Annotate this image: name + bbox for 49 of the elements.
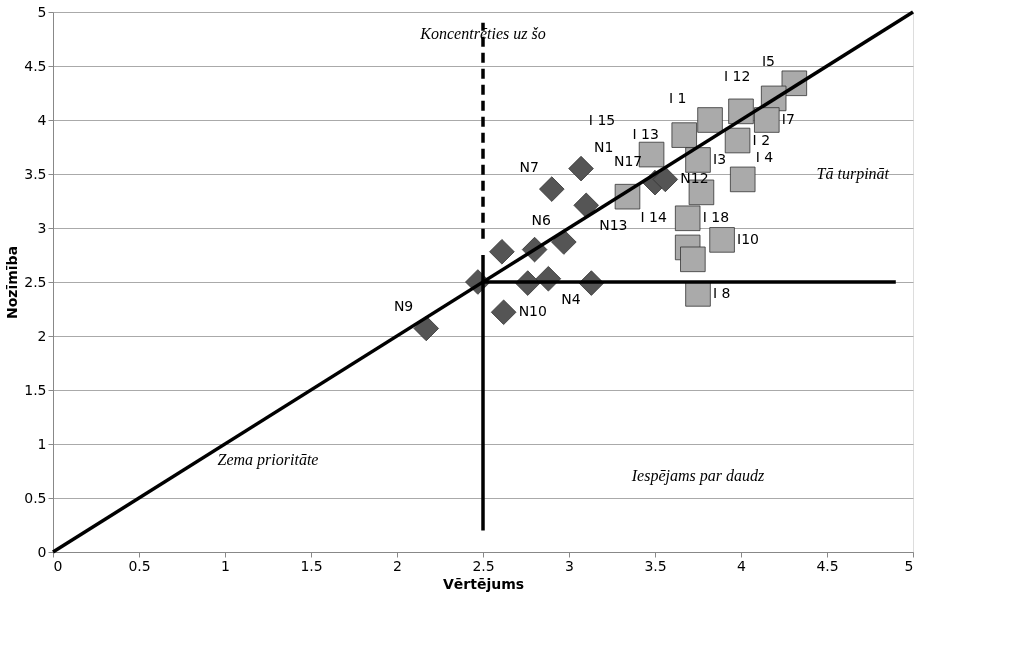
x-axis-title: Vērtējums bbox=[442, 575, 525, 592]
x-tick-label: 2 bbox=[393, 557, 402, 574]
x-tick-label: 3.5 bbox=[644, 557, 667, 574]
y-tick-label: 1 bbox=[37, 435, 47, 452]
y-tick-label: 0 bbox=[37, 543, 47, 560]
data-label: I5 bbox=[761, 53, 776, 70]
y-tick-label: 3 bbox=[37, 219, 47, 236]
y-tick-label: 5 bbox=[37, 3, 47, 20]
x-tick-label: 2.5 bbox=[472, 557, 495, 574]
y-tick-label: 4 bbox=[37, 111, 47, 128]
data-label: N9 bbox=[393, 298, 414, 315]
x-tick-label: 1.5 bbox=[300, 557, 323, 574]
y-tick-label: 1.5 bbox=[24, 381, 47, 398]
data-label: I 2 bbox=[752, 131, 771, 148]
data-label: N1 bbox=[594, 138, 614, 155]
x-tick-label: 0 bbox=[53, 557, 63, 574]
data-label: N4 bbox=[561, 290, 581, 307]
y-tick-label: 0.5 bbox=[24, 489, 47, 506]
data-label: I10 bbox=[737, 230, 760, 247]
x-tick-label: 1 bbox=[221, 557, 230, 574]
y-tick-label: 2 bbox=[37, 327, 47, 344]
data-label: I 4 bbox=[755, 149, 774, 166]
x-tick-label: 4.5 bbox=[816, 557, 839, 574]
y-axis-title: Nozīmība bbox=[4, 245, 21, 320]
data-label: I 1 bbox=[669, 90, 687, 106]
x-tick-label: 5 bbox=[904, 557, 914, 574]
data-label: N10 bbox=[518, 303, 547, 320]
data-label: I 15 bbox=[588, 111, 616, 128]
data-label: N6 bbox=[531, 212, 551, 229]
annotation: Koncentrēties uz šo bbox=[419, 24, 546, 42]
annotation: Tā turpināt bbox=[816, 165, 890, 183]
data-label: I 13 bbox=[632, 126, 659, 143]
data-label: I 18 bbox=[702, 209, 730, 226]
data-label: I 8 bbox=[713, 284, 731, 301]
y-tick-label: 3.5 bbox=[24, 165, 47, 182]
data-label: I 12 bbox=[723, 68, 751, 85]
y-tick-label: 2.5 bbox=[24, 273, 47, 290]
annotation: Zema prioritāte bbox=[217, 451, 319, 470]
x-tick-label: 0.5 bbox=[128, 557, 151, 574]
annotation: Iespējams par daudz bbox=[630, 467, 765, 486]
data-label: I3 bbox=[713, 150, 727, 167]
x-tick-label: 4 bbox=[737, 557, 747, 574]
data-label: N7 bbox=[519, 159, 539, 176]
data-label: N12 bbox=[680, 170, 709, 187]
x-tick-label: 3 bbox=[565, 557, 574, 574]
data-label: I7 bbox=[781, 111, 795, 127]
y-tick-label: 4.5 bbox=[24, 57, 47, 74]
data-label: N13 bbox=[599, 217, 628, 234]
data-label: I 14 bbox=[640, 208, 667, 225]
